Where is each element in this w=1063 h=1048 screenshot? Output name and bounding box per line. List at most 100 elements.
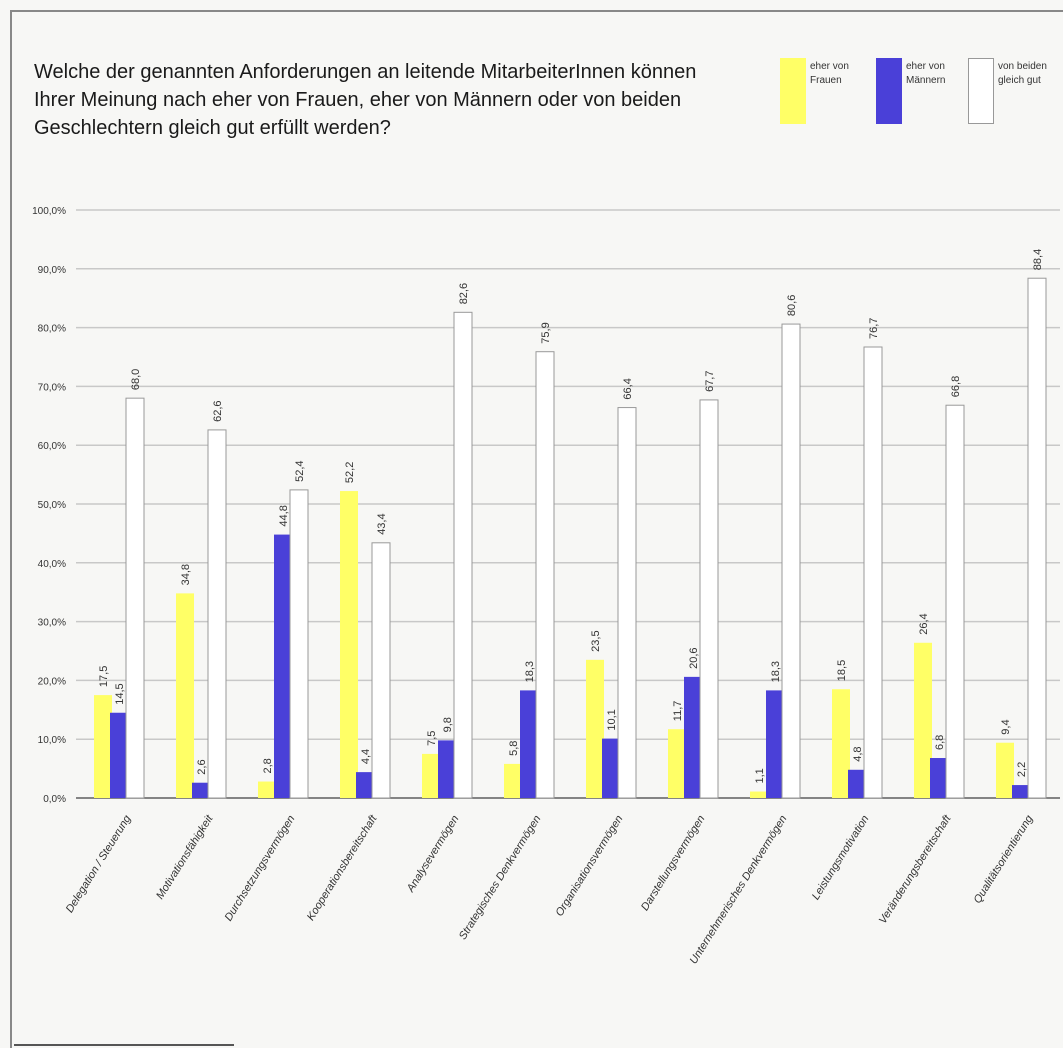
bar: [258, 781, 276, 798]
data-label: 66,4: [622, 378, 634, 399]
bar: [94, 695, 112, 798]
y-tick-label: 80,0%: [38, 324, 66, 335]
y-tick-label: 90,0%: [38, 265, 66, 276]
x-tick-label: Kooperationsbereitschaft: [305, 812, 380, 922]
bar: [289, 489, 309, 799]
data-label: 18,3: [770, 661, 782, 682]
bar: [422, 753, 440, 798]
y-tick-label: 50,0%: [38, 500, 66, 511]
bar: [125, 397, 145, 799]
data-label: 68,0: [130, 369, 142, 390]
x-tick-label: Qualitätsorientierung: [972, 812, 1036, 905]
x-tick-label: Analysevermögen: [404, 813, 461, 895]
data-label: 18,5: [836, 660, 848, 681]
legend-label-beide: von beiden gleich gut: [998, 61, 1047, 86]
data-label: 17,5: [98, 666, 110, 687]
x-tick-label: Unternehmerisches Denkvermögen: [688, 813, 790, 966]
bar: [340, 491, 358, 798]
bar: [504, 763, 522, 798]
bar: [453, 311, 473, 799]
y-tick-label: 70,0%: [38, 382, 66, 393]
bar: [110, 712, 128, 798]
legend-label-frauen: eher von Frauen: [810, 61, 849, 86]
bar: [699, 399, 719, 799]
bar: [930, 758, 948, 798]
data-label: 82,6: [458, 283, 470, 304]
chart-title: Welche der genannten Anforderungen an le…: [34, 61, 697, 139]
y-tick-label: 40,0%: [38, 559, 66, 570]
data-label: 23,5: [590, 630, 602, 651]
data-label: 34,8: [180, 564, 192, 585]
data-label: 43,4: [376, 513, 388, 534]
bar: [1012, 785, 1030, 798]
x-tick-label: Motivationsfähigkeit: [154, 812, 216, 901]
bar: [781, 323, 801, 799]
legend-swatch-frauen: [780, 58, 806, 124]
bar: [945, 404, 965, 799]
x-tick-label: Veränderungsbereitschaft: [877, 812, 954, 926]
bar: [535, 351, 555, 799]
data-label: 2,6: [196, 759, 208, 774]
bar: [176, 593, 194, 798]
y-tick-label: 30,0%: [38, 618, 66, 629]
legend-swatch-beide: [968, 58, 994, 124]
bar: [668, 729, 686, 798]
x-tick-label: Leistungsmotivation: [810, 813, 872, 902]
bar: [586, 659, 604, 798]
y-tick-label: 100,0%: [32, 206, 66, 217]
data-label: 26,4: [918, 613, 930, 634]
data-label: 9,8: [442, 717, 454, 732]
bar: [602, 738, 620, 798]
data-label: 88,4: [1032, 249, 1044, 270]
bar: [356, 772, 374, 798]
bar: [914, 642, 932, 798]
x-tick-label: Darstellungsvermögen: [639, 813, 708, 913]
data-label: 14,5: [114, 683, 126, 704]
data-label: 7,5: [426, 731, 438, 746]
bar: [438, 740, 456, 798]
data-label: 4,8: [852, 746, 864, 761]
legend-label-maenner: eher von Männern: [906, 61, 946, 86]
bar: [996, 742, 1014, 798]
data-label: 4,4: [360, 749, 372, 764]
legend-swatch-maenner: [876, 58, 902, 124]
chart-frame: [10, 10, 1063, 1048]
bar: [1027, 277, 1047, 799]
bar: [863, 346, 883, 799]
data-label: 75,9: [540, 322, 552, 343]
data-label: 6,8: [934, 735, 946, 750]
x-tick-label: Organisationsvermögen: [553, 813, 625, 918]
bar: [617, 407, 637, 799]
bar: [520, 690, 538, 798]
bar: [750, 791, 768, 798]
data-label: 9,4: [1000, 719, 1012, 734]
data-label: 44,8: [278, 505, 290, 526]
data-label: 62,6: [212, 400, 224, 421]
data-label: 5,8: [508, 741, 520, 756]
data-label: 52,2: [344, 462, 356, 483]
data-label: 1,1: [754, 768, 766, 783]
y-tick-label: 10,0%: [38, 735, 66, 746]
bar: [684, 676, 702, 798]
bar: [274, 534, 292, 798]
bar: [371, 542, 391, 799]
data-label: 2,2: [1016, 762, 1028, 777]
bar: [766, 690, 784, 798]
data-label: 67,7: [704, 371, 716, 392]
bar: [192, 782, 210, 798]
x-tick-label: Delegation / Steuerung: [64, 812, 134, 915]
x-tick-label: Durchsetzungsvermögen: [223, 813, 298, 923]
bar: [207, 429, 227, 799]
data-label: 76,7: [868, 318, 880, 339]
data-label: 52,4: [294, 460, 306, 481]
bar: [848, 769, 866, 798]
data-label: 66,8: [950, 376, 962, 397]
data-label: 18,3: [524, 661, 536, 682]
y-tick-label: 20,0%: [38, 676, 66, 687]
y-tick-label: 60,0%: [38, 441, 66, 452]
data-label: 10,1: [606, 709, 618, 730]
y-tick-label: 0,0%: [43, 794, 66, 805]
x-tick-label: Strategisches Denkvermögen: [457, 813, 544, 942]
bar: [832, 689, 850, 798]
